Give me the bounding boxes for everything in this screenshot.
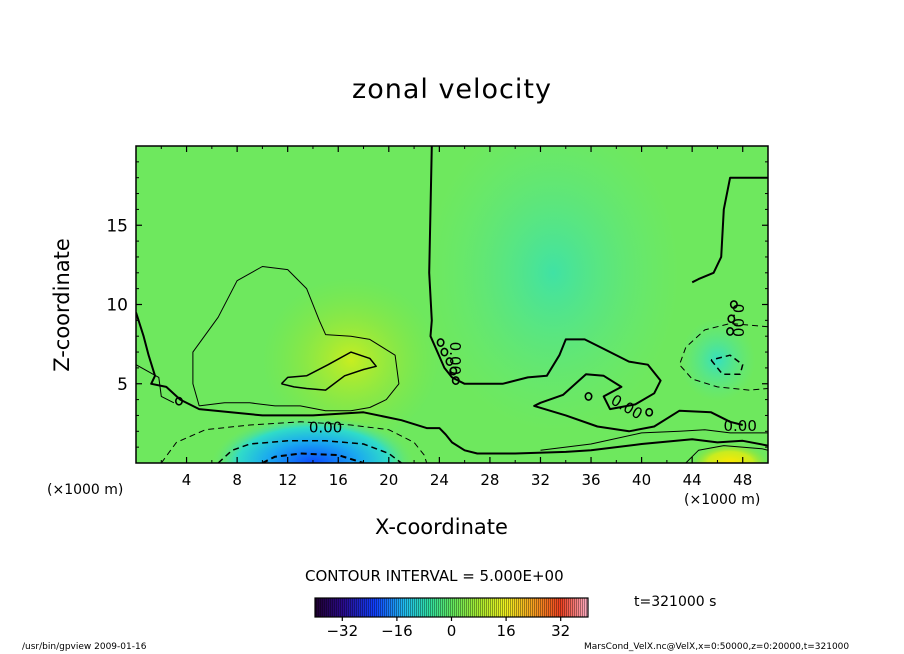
y-tick-label: 10 [106,296,128,316]
contour-neg-5 [160,421,428,463]
y-tick-label: 15 [106,216,128,236]
contour-zero-right [691,176,768,284]
footer-left: /usr/bin/gpview 2009-01-16 [22,642,147,652]
contour-neg-right [679,323,768,391]
x-tick-label: 36 [581,471,600,489]
contour-label: 0.00 [309,419,342,437]
contour-loop-10 [645,407,654,417]
footer-right: MarsCond_VelX.nc@VelX,x=0:50000,z=0:2000… [584,642,850,652]
contour-pos-bottom [685,445,768,463]
x-unit-label-right: (×1000 m) [684,492,761,508]
contour-loop-4 [451,376,460,385]
field-teal-region [426,146,680,432]
x-tick-label: 20 [379,471,398,489]
y-axis-label: Z-coordinate [50,238,74,372]
x-tick-label: 40 [632,471,651,489]
x-tick-label: 44 [683,471,702,489]
x-tick-label: 28 [480,471,499,489]
field-positive-region [262,277,440,443]
colorbar-tick-label: −32 [326,622,358,640]
contour-loop-6 [727,314,736,324]
colorbar-tick-label: 32 [551,622,570,640]
contour-positive-core [280,351,377,391]
contour-label: 0.00 [723,417,756,435]
contour-neg-10 [217,440,402,463]
contour-zero-upper [428,146,743,433]
contour-loop-2 [445,357,454,366]
x-tick-label: 8 [232,471,242,489]
contour-neg-right-core [710,354,744,375]
contour-pos-left [136,364,175,404]
field-yellow-region [692,443,768,463]
x-tick-label: 32 [531,471,550,489]
chart-title: zonal velocity [352,74,552,105]
contour-positive-lobe [192,266,400,412]
contour-label: 0.00 [446,342,464,375]
colorbar-bands [315,598,588,617]
contour-label: 0.00 [729,304,747,337]
contour-loop-5 [729,300,738,309]
x-axis-label: X-coordinate [375,515,508,539]
contour-loop-1 [440,347,449,357]
contour-loop-3 [449,366,458,376]
x-tick-label: 48 [733,471,752,489]
contour-loop-9 [584,392,593,401]
colorbar-tick-label: −16 [381,622,413,640]
contour-pos-right [540,429,768,451]
x-tick-label: 12 [278,471,297,489]
x-tick-label: 16 [329,471,348,489]
contour-loop-0 [436,338,445,347]
x-tick-label: 24 [430,471,449,489]
contour-loop-7 [726,327,735,336]
contour-interval-label: CONTOUR INTERVAL = 5.000E+00 [305,567,564,585]
contour-zero-main [136,312,768,455]
time-label: t=321000 s [634,594,717,610]
x-unit-label-left: (×1000 m) [47,482,124,498]
colorbar-tick-label: 0 [447,622,457,640]
x-tick-label: 4 [182,471,192,489]
y-tick-label: 5 [117,375,128,395]
colorbar-tick-label: 16 [497,622,516,640]
field-negative-region [211,415,415,463]
contour-loop-8 [174,396,183,406]
